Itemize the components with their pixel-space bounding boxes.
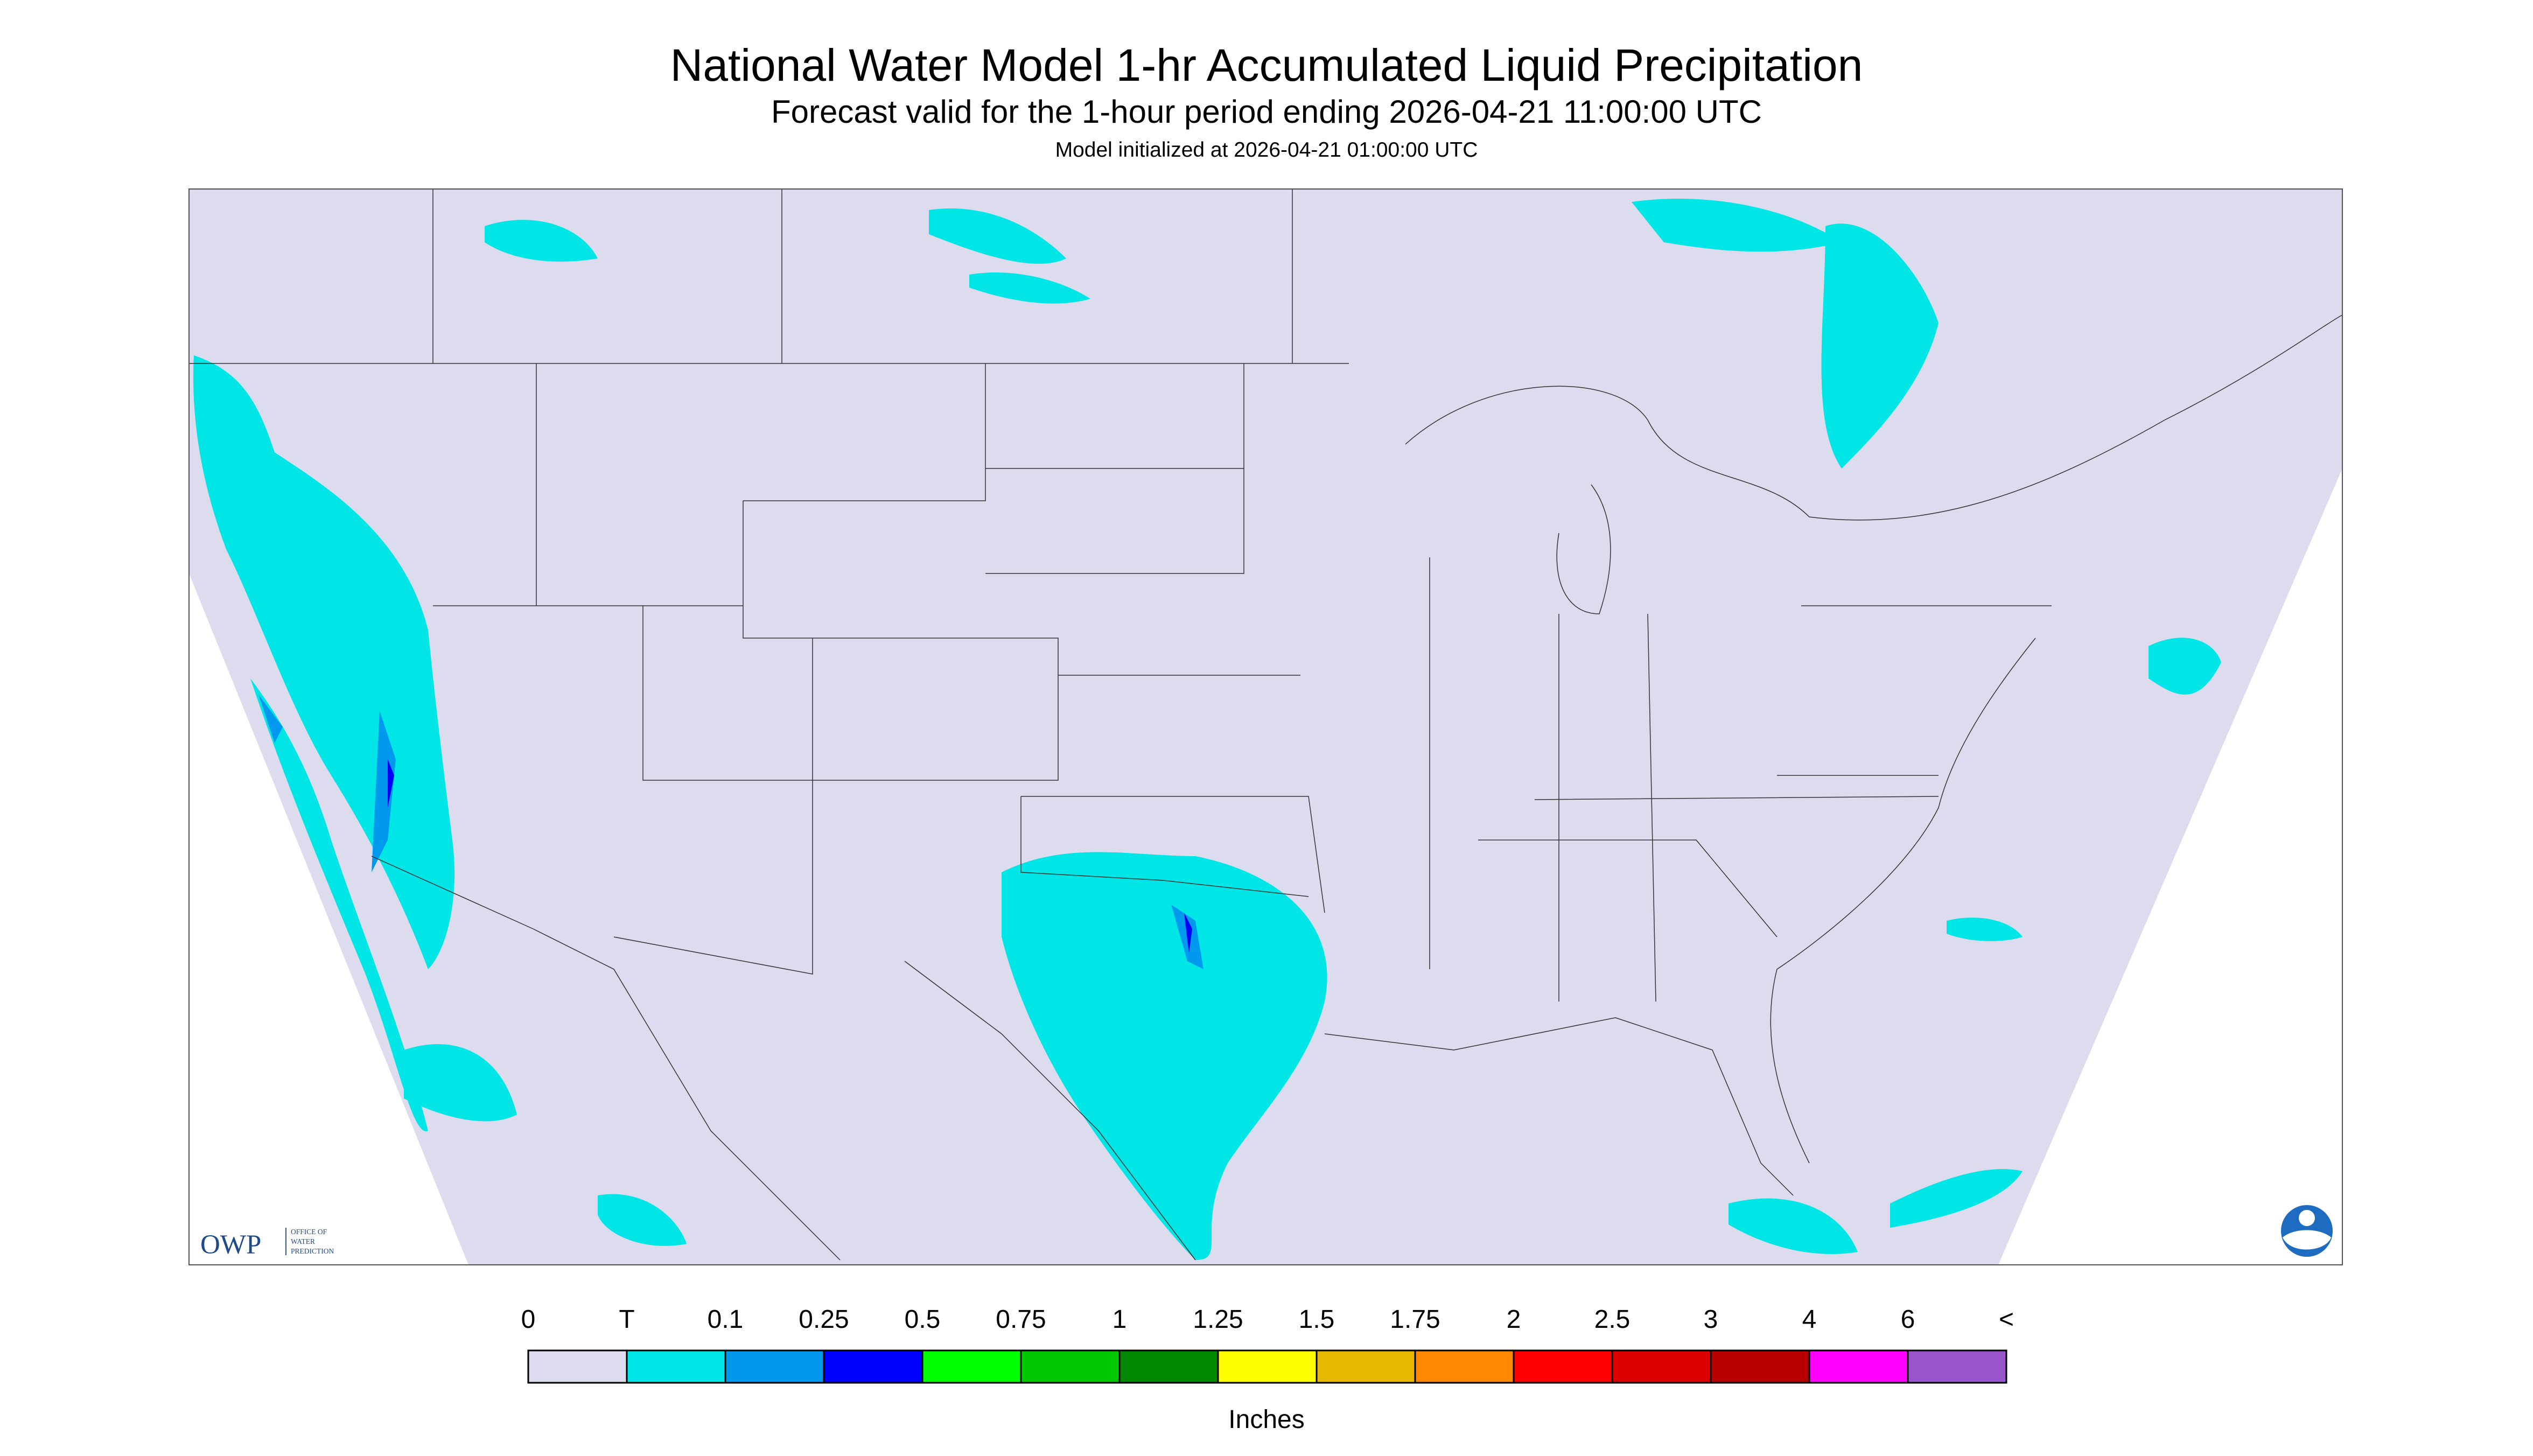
logo-caption: OFFICE OF — [291, 1228, 327, 1236]
legend-label: 0.25 — [799, 1305, 849, 1334]
outside-right — [1998, 468, 2342, 1265]
outside-left — [189, 573, 468, 1265]
boundaries — [189, 189, 2343, 1261]
legend-label: 2 — [1507, 1305, 1521, 1334]
legend-swatch — [1710, 1349, 1810, 1384]
map-frame — [188, 188, 2343, 1266]
legend-swatch — [1020, 1349, 1121, 1384]
init-note: Model initialized at 2026-04-21 01:00:00… — [1055, 138, 1478, 162]
legend-label: T — [619, 1305, 634, 1334]
subtitle: Forecast valid for the 1-hour period end… — [771, 94, 1762, 130]
legend-swatch — [527, 1349, 628, 1384]
legend-swatch — [1611, 1349, 1712, 1384]
legend-swatch — [1414, 1349, 1515, 1384]
legend-swatch — [626, 1349, 726, 1384]
logo-caption: PREDICTION — [291, 1247, 334, 1255]
legend-label: 4 — [1802, 1305, 1817, 1334]
legend-label: 1.5 — [1299, 1305, 1335, 1334]
logo-text: OWP — [200, 1230, 261, 1260]
legend-swatch — [724, 1349, 825, 1384]
noaa-logo — [2281, 1205, 2333, 1257]
legend-label: 0.5 — [905, 1305, 941, 1334]
legend-label: 0.1 — [708, 1305, 744, 1334]
title: National Water Model 1-hr Accumulated Li… — [670, 40, 1863, 90]
legend-swatch — [1513, 1349, 1613, 1384]
legend-swatch — [1808, 1349, 1909, 1384]
legend-swatch — [1118, 1349, 1219, 1384]
precip-areas — [193, 198, 2221, 1260]
legend-swatch — [1907, 1349, 2007, 1384]
legend-label: 1 — [1112, 1305, 1127, 1334]
legend-swatch — [921, 1349, 1022, 1384]
legend-label: 3 — [1704, 1305, 1718, 1334]
owp-logo: OWP OFFICE OF WATER PREDICTION — [200, 1228, 334, 1260]
legend-label: 1.75 — [1390, 1305, 1440, 1334]
logo-caption: WATER — [291, 1237, 315, 1245]
legend-label: < — [1999, 1305, 2014, 1334]
legend-swatch — [823, 1349, 923, 1384]
legend-label: 6 — [1901, 1305, 1915, 1334]
legend: 0 T 0.1 0.25 0.5 0.75 1 1.25 1.5 1.75 2 2.5 3 4 6 < — [521, 1305, 2014, 1384]
legend-label: 2.5 — [1594, 1305, 1631, 1334]
legend-swatch — [1217, 1349, 1318, 1384]
legend-label: 0 — [521, 1305, 536, 1334]
map: OWP OFFICE OF WATER PREDICTION — [188, 188, 2343, 1266]
legend-label: 1.25 — [1193, 1305, 1243, 1334]
legend-swatch — [1316, 1349, 1416, 1384]
legend-label: 0.75 — [996, 1305, 1046, 1334]
legend-unit: Inches — [1228, 1405, 1304, 1434]
